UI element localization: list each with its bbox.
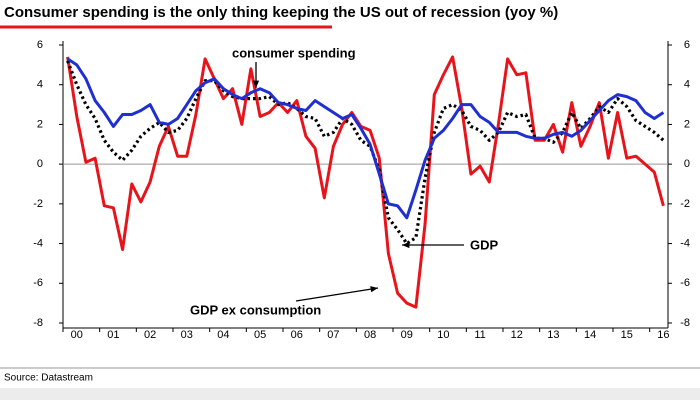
- footer-strip: [0, 388, 700, 400]
- x-tick-label: 06: [291, 329, 303, 341]
- y2-tick-label: -6: [680, 277, 690, 289]
- x-tick-label: 08: [364, 329, 376, 341]
- y2-tick-label: 2: [684, 118, 690, 130]
- x-tick-label: 07: [327, 329, 339, 341]
- y2-tick-label: -4: [680, 237, 690, 249]
- series-line: [66, 57, 665, 220]
- x-tick-label: 10: [437, 329, 449, 341]
- y2-tick-label: 6: [684, 39, 690, 51]
- x-tick-label: 01: [107, 329, 119, 341]
- annotation-arrowhead: [252, 80, 260, 88]
- y-tick-label: -6: [33, 277, 43, 289]
- y-tick-label: 4: [37, 79, 43, 91]
- y-tick-label: 0: [37, 158, 43, 170]
- x-tick-label: 16: [657, 329, 669, 341]
- y2-tick-label: 0: [684, 158, 690, 170]
- y-tick-label: 6: [37, 39, 43, 51]
- x-tick-label: 00: [71, 329, 83, 341]
- y-tick-label: -4: [33, 237, 43, 249]
- series-line: [66, 60, 665, 246]
- x-tick-label: 11: [474, 329, 485, 341]
- x-tick-label: 02: [144, 329, 156, 341]
- x-tick-label: 12: [511, 329, 523, 341]
- annotation: GDP ex consumption: [190, 302, 321, 317]
- y-tick-label: 2: [37, 118, 43, 130]
- y-tick-label: -8: [33, 317, 43, 329]
- y2-tick-label: -8: [680, 317, 690, 329]
- annotation: GDP: [470, 237, 499, 252]
- x-tick-label: 03: [181, 329, 193, 341]
- chart-title: Consumer spending is the only thing keep…: [4, 4, 558, 21]
- annotation: consumer spending: [232, 45, 356, 60]
- y2-tick-label: 4: [684, 79, 690, 91]
- annotation-arrowhead: [370, 286, 378, 293]
- y2-tick-label: -2: [680, 198, 690, 210]
- x-tick-label: 14: [584, 329, 596, 341]
- annotation-arrow: [295, 287, 379, 302]
- y-tick-label: -2: [33, 198, 43, 210]
- x-tick-label: 15: [621, 329, 633, 341]
- x-tick-label: 09: [401, 329, 413, 341]
- x-tick-label: 05: [254, 329, 266, 341]
- annotation-arrowhead: [402, 241, 410, 249]
- x-tick-label: 13: [547, 329, 559, 341]
- x-tick-label: 04: [217, 329, 229, 341]
- series-line: [66, 55, 665, 309]
- source-note: Source: Datastream: [4, 373, 93, 384]
